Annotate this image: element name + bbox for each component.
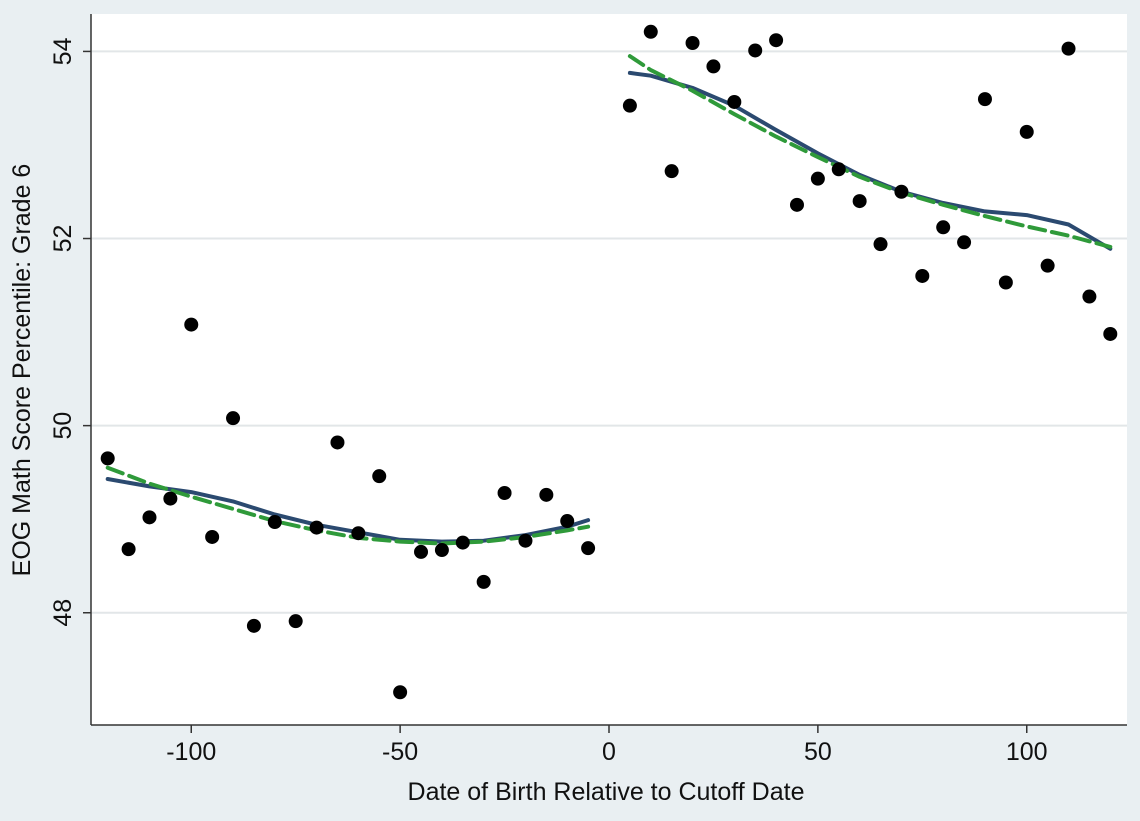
x-tick-label: 50 [804, 738, 832, 766]
data-point [414, 544, 429, 559]
x-tick-label: -50 [382, 738, 418, 766]
data-point [915, 268, 930, 283]
data-point [100, 451, 115, 466]
data-point [810, 171, 825, 186]
x-tick-label: -100 [166, 738, 216, 766]
data-point [372, 469, 387, 484]
y-tick-label: 52 [49, 225, 77, 253]
data-point [330, 435, 345, 450]
data-point [706, 59, 721, 74]
y-axis-label: EOG Math Score Percentile: Grade 6 [8, 164, 36, 577]
data-point [873, 237, 888, 252]
data-point [936, 220, 951, 235]
x-axis-ticks: -100 -50 0 50 100 [166, 725, 1048, 766]
data-point [727, 94, 742, 109]
data-point [1082, 289, 1097, 304]
data-point [894, 184, 909, 199]
data-point [539, 487, 554, 502]
data-point [351, 526, 366, 541]
data-point [977, 92, 992, 107]
data-point [748, 43, 763, 58]
data-point [226, 411, 241, 426]
data-point [1103, 326, 1118, 341]
data-point [998, 275, 1013, 290]
gridlines [91, 50, 1127, 614]
data-point [309, 520, 324, 535]
data-point [163, 491, 178, 506]
dashed-fit-right [627, 54, 1113, 249]
data-point [142, 510, 157, 525]
data-point [831, 162, 846, 177]
data-point [518, 533, 533, 548]
x-tick-label: 0 [602, 738, 616, 766]
data-point [267, 514, 282, 529]
data-point [205, 529, 220, 544]
data-point [643, 24, 658, 39]
data-points [100, 24, 1118, 700]
plot-area [91, 14, 1127, 725]
data-point [581, 541, 596, 556]
data-point [1061, 41, 1076, 56]
data-point [455, 535, 470, 550]
y-tick-label: 48 [49, 599, 77, 627]
data-point [1040, 258, 1055, 273]
data-point [769, 33, 784, 48]
data-point [434, 543, 449, 558]
data-point [852, 194, 867, 209]
x-axis-label: Date of Birth Relative to Cutoff Date [408, 778, 805, 806]
data-point [246, 618, 261, 633]
data-point [685, 36, 700, 51]
data-point [560, 514, 575, 529]
data-point [393, 685, 408, 700]
data-point [476, 574, 491, 589]
data-point [1019, 124, 1034, 139]
y-axis-ticks: 48 50 52 54 [49, 37, 91, 627]
x-tick-label: 100 [1006, 738, 1048, 766]
data-point [957, 235, 972, 250]
data-point [664, 164, 679, 179]
y-tick-label: 50 [49, 412, 77, 440]
data-point [497, 485, 512, 500]
data-point [288, 614, 303, 629]
data-point [622, 98, 637, 113]
data-point [121, 542, 136, 557]
data-point [184, 317, 199, 332]
data-point [789, 197, 804, 212]
y-tick-label: 54 [49, 37, 77, 65]
